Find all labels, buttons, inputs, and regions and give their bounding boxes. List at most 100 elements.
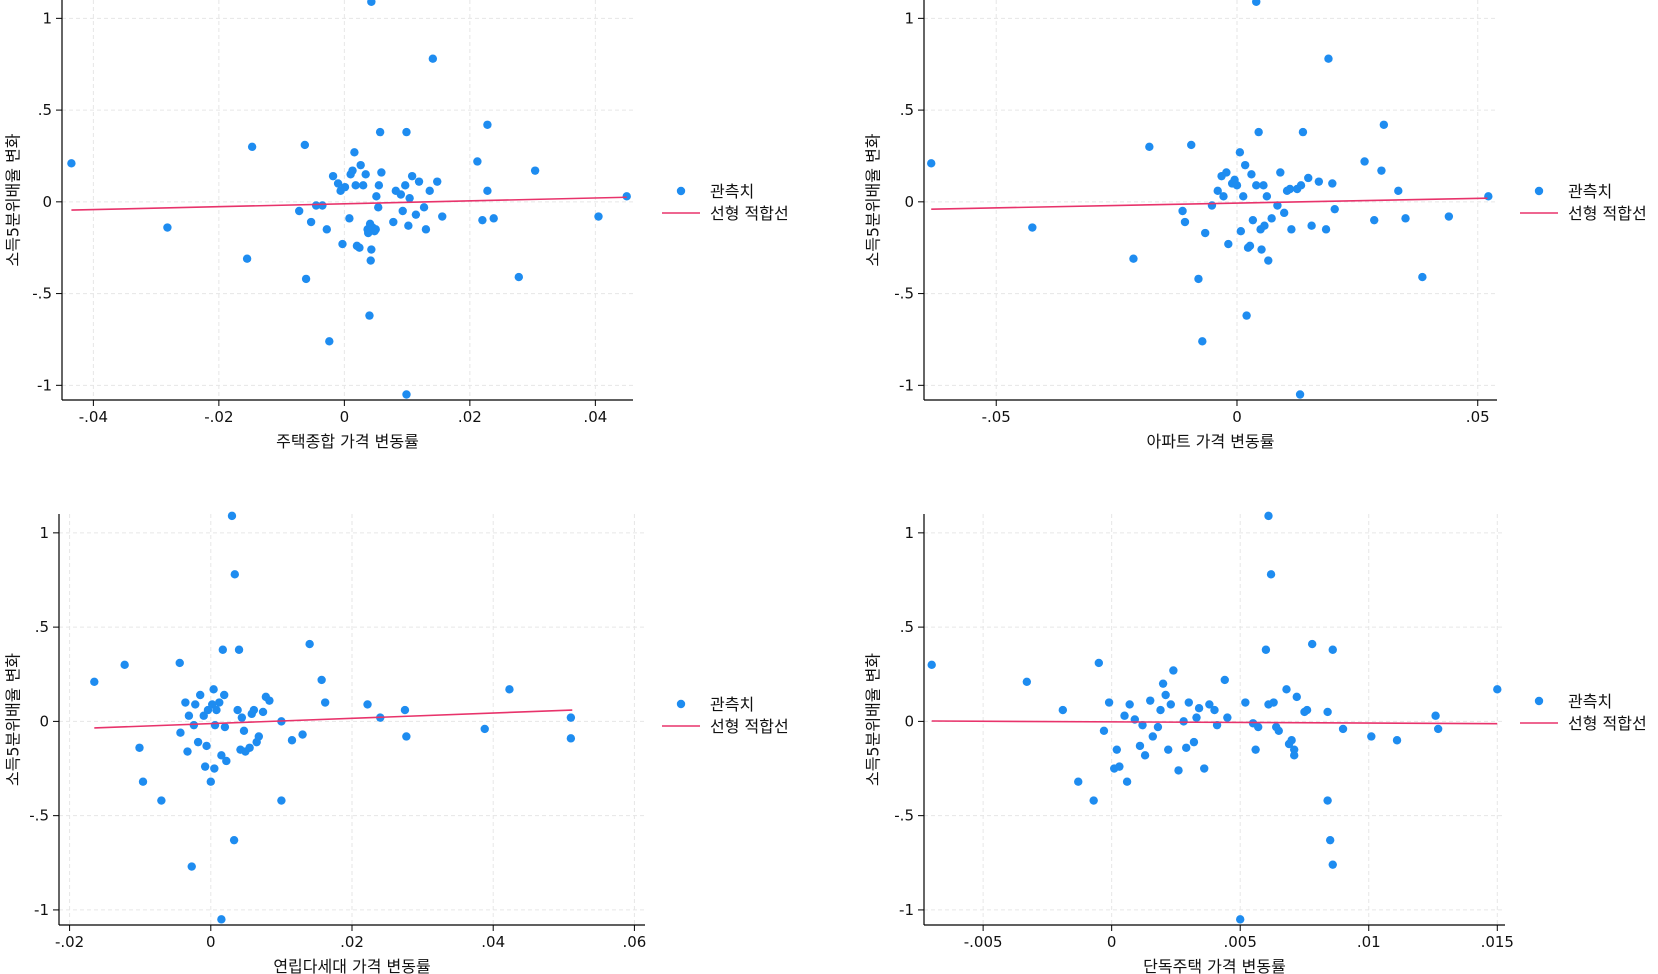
data-point bbox=[1192, 713, 1201, 722]
legend-label-fit: 선형 적합선 bbox=[1568, 714, 1647, 733]
data-point bbox=[438, 212, 447, 221]
data-point bbox=[242, 254, 252, 263]
x-tick-label: .015 bbox=[1481, 933, 1514, 951]
data-point bbox=[350, 148, 359, 157]
data-point bbox=[1323, 707, 1332, 717]
data-point bbox=[1377, 166, 1386, 175]
linear-fit-line bbox=[94, 709, 573, 729]
data-point bbox=[1307, 639, 1317, 649]
data-point bbox=[1241, 698, 1250, 707]
data-point bbox=[365, 311, 374, 320]
data-point bbox=[1182, 743, 1191, 752]
data-point bbox=[433, 177, 442, 186]
data-point bbox=[1252, 181, 1261, 190]
data-point bbox=[1174, 766, 1183, 775]
y-tick-label: 0 bbox=[39, 712, 49, 730]
data-point bbox=[1099, 726, 1109, 736]
data-point bbox=[1307, 221, 1316, 230]
data-point bbox=[1274, 726, 1283, 736]
data-point bbox=[374, 203, 383, 212]
data-point bbox=[217, 751, 226, 760]
data-point bbox=[1239, 192, 1248, 201]
y-axis-title: 소득5분위배율 변화 bbox=[864, 133, 883, 266]
data-point bbox=[358, 181, 368, 190]
data-point bbox=[1248, 215, 1258, 225]
data-point bbox=[1156, 705, 1165, 715]
data-point bbox=[1125, 700, 1134, 709]
data-point bbox=[1328, 860, 1337, 869]
y-tick-label: -1 bbox=[899, 376, 914, 394]
data-point bbox=[1401, 214, 1410, 223]
data-point bbox=[187, 862, 196, 871]
data-point bbox=[927, 159, 936, 168]
data-point bbox=[320, 698, 330, 707]
data-point bbox=[258, 707, 268, 717]
data-point bbox=[402, 732, 411, 741]
data-point bbox=[1282, 685, 1291, 694]
data-point bbox=[1145, 142, 1154, 151]
data-point bbox=[328, 171, 338, 181]
data-point bbox=[377, 168, 386, 177]
linear-fit-line bbox=[71, 196, 627, 211]
data-point bbox=[206, 777, 215, 786]
data-point bbox=[311, 201, 321, 210]
x-tick-label: -.02 bbox=[55, 933, 84, 951]
data-point bbox=[1240, 160, 1250, 170]
data-point bbox=[1247, 170, 1256, 179]
data-point bbox=[300, 140, 310, 150]
data-point bbox=[1198, 337, 1207, 346]
data-point bbox=[566, 713, 576, 722]
y-axis-title: 소득5분위배율 변화 bbox=[4, 133, 23, 266]
data-point bbox=[402, 390, 411, 399]
data-point bbox=[402, 127, 411, 137]
x-tick-label: .01 bbox=[1357, 933, 1381, 951]
data-point bbox=[1220, 675, 1229, 685]
x-tick-label: .04 bbox=[481, 933, 505, 951]
chart-panel-2: -1 -.5 0 .5 1 -.05 0 .05 아파트 가격 변동률 소득5분위배율 변화 관측치… bbox=[864, 0, 1647, 451]
data-point bbox=[1210, 705, 1219, 715]
data-point bbox=[1302, 705, 1312, 715]
data-point bbox=[1370, 215, 1379, 225]
data-point bbox=[421, 225, 431, 234]
data-point bbox=[1269, 698, 1278, 707]
data-point bbox=[239, 726, 249, 736]
data-point bbox=[1135, 741, 1145, 751]
y-tick-label: 0 bbox=[904, 712, 914, 730]
data-point bbox=[1089, 796, 1098, 805]
data-point bbox=[1148, 732, 1158, 741]
data-point bbox=[1200, 764, 1209, 773]
data-point bbox=[1328, 179, 1337, 188]
y-tick-label: 0 bbox=[42, 193, 52, 211]
data-point bbox=[247, 142, 257, 151]
data-point bbox=[1287, 736, 1296, 745]
data-point bbox=[181, 698, 190, 707]
data-point bbox=[249, 705, 259, 715]
legend-label-fit: 선형 적합선 bbox=[1568, 204, 1647, 223]
data-point bbox=[1205, 700, 1214, 709]
data-point bbox=[1433, 724, 1443, 734]
y-tick-label: .5 bbox=[900, 618, 914, 636]
data-point bbox=[1379, 120, 1389, 129]
data-point bbox=[404, 221, 413, 230]
data-point bbox=[287, 736, 297, 745]
data-point bbox=[340, 182, 350, 192]
data-point bbox=[227, 511, 237, 521]
data-point bbox=[374, 181, 384, 190]
data-point bbox=[1292, 692, 1301, 702]
data-point bbox=[1158, 679, 1168, 688]
data-point bbox=[1022, 677, 1032, 686]
data-point bbox=[1074, 777, 1083, 786]
data-point bbox=[1187, 140, 1196, 150]
y-tick-label: 1 bbox=[904, 524, 914, 542]
data-point bbox=[301, 274, 311, 284]
data-point bbox=[407, 171, 417, 181]
data-point bbox=[1194, 274, 1203, 284]
data-point bbox=[483, 186, 492, 196]
data-point bbox=[1094, 658, 1104, 668]
data-point bbox=[1338, 724, 1348, 734]
data-point bbox=[1259, 181, 1268, 190]
data-point bbox=[480, 724, 489, 734]
data-point bbox=[1267, 214, 1276, 223]
